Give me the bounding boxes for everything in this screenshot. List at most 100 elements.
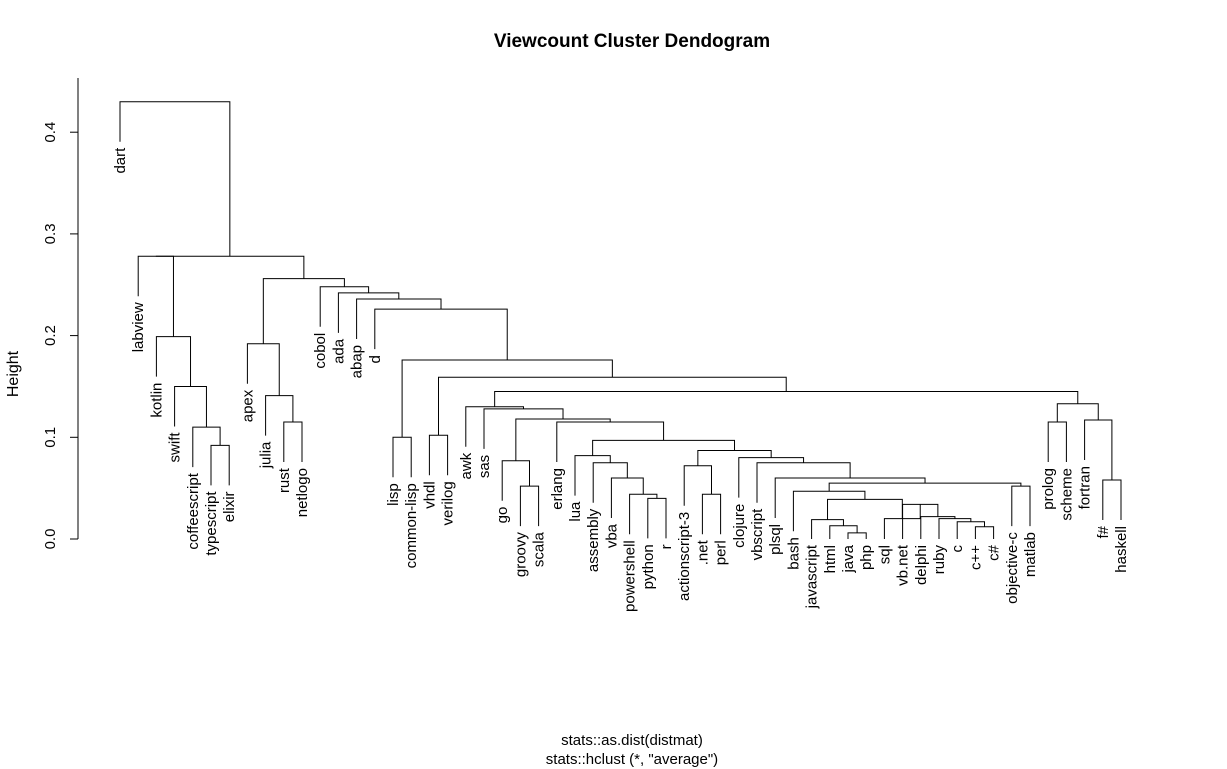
merge-link	[174, 385, 207, 428]
leaf-label: vb.net	[895, 544, 912, 586]
y-tick-label: 0.4	[42, 122, 59, 143]
leaf-label: c#	[986, 544, 1003, 561]
merge-link	[262, 278, 345, 344]
merge-link	[956, 521, 985, 539]
leaf-label: actionscript-3	[676, 512, 693, 601]
leaf-label: javascript	[804, 544, 821, 609]
leaf-label: labview	[130, 302, 147, 352]
merge-link	[610, 477, 644, 518]
merge-link	[519, 485, 540, 527]
merge-link	[155, 255, 305, 279]
merge-link	[210, 444, 230, 486]
leaf-label: powershell	[622, 540, 639, 612]
leaf-label: verilog	[440, 481, 457, 525]
y-axis-ticks: 0.0 0.1 0.2 0.3 0.4	[42, 122, 78, 550]
y-tick-label: 0.1	[42, 427, 59, 448]
leaf-label: abap	[349, 345, 366, 378]
leaf-label: apex	[239, 389, 256, 422]
leaf-label: .net	[694, 539, 711, 565]
merge-link	[829, 525, 858, 539]
leaf-label: plsql	[767, 524, 784, 555]
merge-link	[137, 255, 174, 337]
merge-link	[811, 519, 844, 539]
leaf-label: typescript	[203, 491, 220, 556]
merge-link	[428, 434, 449, 476]
merge-link	[701, 493, 722, 535]
chart-title: Viewcount Cluster Dendogram	[494, 31, 770, 52]
leaf-label: cobol	[312, 333, 329, 369]
leaf-label: lua	[567, 501, 584, 522]
leaf-label: d	[367, 355, 384, 363]
leaf-label: rust	[276, 467, 293, 493]
leaf-label: python	[640, 544, 657, 589]
merge-link	[1011, 485, 1031, 527]
leaf-label: clojure	[731, 504, 748, 548]
leaf-label: erlang	[549, 468, 566, 510]
leaf-label: awk	[458, 452, 475, 479]
leaf-label: delphi	[913, 545, 930, 585]
merge-link	[920, 516, 956, 539]
leaf-label: c++	[967, 545, 984, 570]
leaf-label: scala	[531, 531, 548, 567]
merge-link	[465, 406, 525, 447]
merge-link	[592, 462, 628, 503]
leaf-label: netlogo	[294, 468, 311, 517]
leaf-label: matlab	[1022, 532, 1039, 577]
leaf-label: html	[822, 545, 839, 573]
leaf-label: dart	[112, 147, 129, 174]
leaf-label: java	[840, 544, 857, 573]
leaf-label: scheme	[1058, 468, 1075, 521]
leaf-label: vbscript	[749, 508, 766, 561]
merge-link	[1056, 403, 1099, 423]
merge-link	[697, 450, 772, 466]
y-tick-label: 0.0	[42, 529, 59, 550]
merge-link	[683, 465, 712, 506]
merge-link	[792, 490, 866, 532]
leaf-label: prolog	[1040, 468, 1057, 510]
leaf-label: vba	[603, 523, 620, 548]
leaf-label: fortran	[1077, 466, 1094, 509]
merge-link	[155, 336, 192, 387]
merge-link	[592, 439, 736, 456]
leaf-label: common-lisp	[403, 483, 420, 568]
leaf-label: objective-c	[1004, 532, 1021, 604]
merge-link	[246, 343, 280, 396]
merge-link	[283, 421, 303, 463]
leaf-label: elixir	[221, 491, 238, 522]
merge-link	[119, 101, 231, 257]
merge-link	[515, 418, 611, 461]
merge-link	[392, 436, 412, 478]
merge-link	[265, 395, 294, 436]
leaf-label: f#	[1095, 525, 1112, 538]
leaf-label: groovy	[512, 532, 529, 578]
merge-link	[828, 482, 1022, 492]
leaf-label: bash	[785, 537, 802, 570]
leaf-label: lisp	[385, 483, 402, 506]
merge-link	[974, 526, 995, 539]
leaf-label: ruby	[931, 545, 948, 575]
x-axis-label-line1: stats::as.dist(distmat)	[561, 732, 703, 749]
merge-link	[483, 408, 564, 449]
merge-link	[438, 376, 787, 436]
leaf-label: sql	[876, 545, 893, 564]
y-axis-label: Height	[5, 350, 22, 397]
leaf-label: coffeescript	[185, 472, 202, 549]
leaf-label: vhdl	[421, 481, 438, 509]
leaf-label: sas	[476, 455, 493, 478]
x-axis-label-line2: stats::hclust (*, "average")	[546, 751, 718, 768]
y-tick-label: 0.3	[42, 223, 59, 244]
leaf-label: swift	[167, 432, 184, 463]
leaf-label: kotlin	[148, 383, 165, 418]
dendrogram-links	[119, 101, 1122, 539]
leaf-label: c	[949, 545, 966, 553]
merge-link	[574, 455, 611, 496]
leaf-label: perl	[713, 540, 730, 565]
leaf-label: r	[658, 544, 675, 549]
merge-link	[1047, 421, 1067, 463]
leaf-label: assembly	[585, 508, 602, 572]
merge-link	[647, 497, 667, 539]
merge-link	[501, 460, 530, 501]
leaf-label: haskell	[1113, 526, 1130, 573]
leaf-label: julia	[258, 441, 275, 469]
